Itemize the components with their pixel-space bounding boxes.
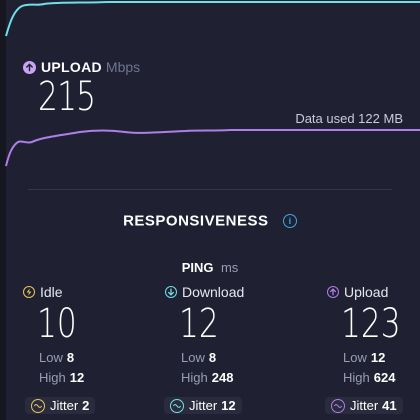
download-low-value: 8	[208, 350, 217, 365]
upload-unit: Mbps	[105, 59, 141, 75]
jitter-label: Jitter	[350, 398, 379, 413]
responsiveness-header: RESPONSIVENESS i	[0, 212, 420, 230]
upload-low: Low 12	[343, 350, 417, 365]
low-label: Low	[343, 350, 367, 365]
download-high-value: 248	[211, 370, 234, 385]
left-edge	[0, 0, 6, 420]
upload-speed-graph	[0, 110, 420, 170]
upload-jitter: Jitter 41	[325, 397, 403, 414]
download-graph-line	[5, 0, 420, 37]
upload-label: UPLOAD	[41, 59, 102, 75]
upload-speed-value: 215	[38, 74, 96, 120]
ping-idle-column: Idle 10 Low 8 High 12	[23, 284, 88, 385]
jitter-wave-icon	[31, 398, 45, 413]
ping-upload-column: Upload 123 Low 12 High 624	[327, 284, 417, 385]
download-graph-svg	[5, 0, 420, 37]
download-speed-graph	[0, 0, 420, 40]
upload-header: UPLOAD Mbps	[23, 59, 140, 75]
upload-col-label: Upload	[344, 284, 389, 300]
ping-unit: ms	[220, 260, 239, 275]
upload-high: High 624	[343, 370, 417, 385]
arrow-up-circle-icon	[23, 60, 36, 74]
high-label: High	[181, 370, 208, 385]
low-label: Low	[181, 350, 205, 365]
jitter-label: Jitter	[50, 398, 79, 413]
download-ping-value: 12	[179, 301, 219, 347]
high-label: High	[39, 370, 66, 385]
upload-jitter-value: 41	[382, 398, 397, 413]
idle-high-value: 12	[69, 370, 85, 385]
idle-ping-value: 10	[37, 301, 77, 347]
idle-low: Low 8	[39, 350, 88, 365]
jitter-wave-icon	[170, 398, 184, 413]
upload-high-value: 624	[373, 370, 396, 385]
download-jitter-value: 12	[221, 398, 236, 413]
upload-graph-line	[5, 129, 420, 167]
arrow-down-circle-icon	[165, 286, 177, 298]
ping-header: PING ms	[0, 259, 420, 277]
download-high: High 248	[181, 370, 244, 385]
download-low: Low 8	[181, 350, 244, 365]
low-label: Low	[39, 350, 63, 365]
upload-low-value: 12	[370, 350, 386, 365]
idle-jitter-value: 2	[82, 398, 90, 413]
upload-graph-svg	[5, 129, 420, 167]
idle-label: Idle	[40, 284, 63, 300]
jitter-label: Jitter	[189, 398, 218, 413]
ping-download-column: Download 12 Low 8 High 248	[165, 284, 244, 385]
download-jitter: Jitter 12	[164, 397, 242, 414]
data-used-text: Data used 122 MB	[295, 111, 403, 126]
idle-high: High 12	[39, 370, 88, 385]
arrow-up-circle-icon	[327, 286, 339, 298]
bolt-circle-icon	[23, 286, 35, 298]
idle-low-value: 8	[66, 350, 75, 365]
download-label: Download	[182, 284, 245, 300]
info-icon[interactable]: i	[282, 213, 297, 228]
responsiveness-title: RESPONSIVENESS	[123, 212, 269, 230]
jitter-wave-icon	[331, 398, 345, 413]
high-label: High	[343, 370, 370, 385]
ping-label: PING	[181, 260, 214, 275]
upload-ping-value: 123	[341, 301, 401, 347]
idle-jitter: Jitter 2	[25, 397, 96, 414]
section-divider	[28, 189, 392, 190]
